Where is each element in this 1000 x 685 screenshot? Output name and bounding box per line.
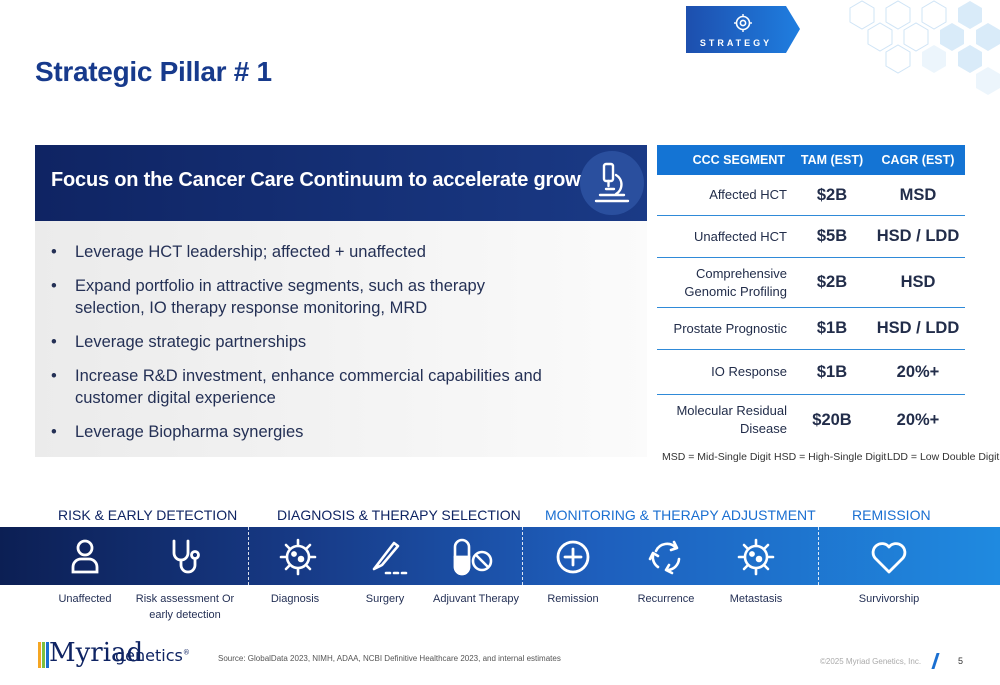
cell-icon [278, 537, 318, 577]
myriad-logo-mark [38, 642, 49, 668]
cell-cagr: 20%+ [896, 410, 940, 429]
page-number: 5 [958, 656, 964, 666]
continuum-label: Diagnosis [270, 593, 320, 605]
badge-label: STRATEGY [699, 38, 773, 48]
source-note: Source: GlobalData 2023, NIMH, ADAA, NCB… [218, 654, 561, 663]
person-icon [65, 537, 105, 577]
cell-tam: $5B [816, 227, 848, 245]
stage-risk-label: RISK & EARLY DETECTION [58, 507, 238, 523]
continuum-band [0, 527, 1000, 585]
table-row: IO Response $1B 20%+ [657, 350, 965, 395]
stage-monitoring-label: MONITORING & THERAPY ADJUSTMENT [545, 507, 816, 523]
header-segment: CCC SEGMENT [692, 153, 785, 167]
legend-msd: MSD = Mid-Single Digit [662, 451, 771, 463]
bullet-item: Expand portfolio in attractive segments,… [51, 275, 541, 319]
bullet-item: Leverage HCT leadership; affected + unaf… [51, 241, 631, 263]
stethoscope-icon [165, 537, 205, 577]
cell-icon [736, 537, 776, 577]
continuum-label: Risk assessment Or early detection [135, 593, 235, 621]
continuum-label: Recurrence [637, 593, 695, 605]
registered-mark: ® [182, 648, 190, 657]
focus-header: Focus on the Cancer Care Continuum to ac… [35, 145, 647, 221]
cell-tam: $20B [812, 410, 852, 429]
cell-tam: $2B [816, 185, 848, 204]
cell-segment: Prostate Prognostic [673, 320, 787, 336]
legend-ldd: LDD = Low Double Digit [887, 451, 1000, 463]
cell-cagr: HSD [900, 273, 936, 291]
cell-segment: Comprehensive Genomic Profiling [684, 265, 787, 299]
continuum-label: Surgery [365, 593, 405, 605]
bullet-item: Leverage strategic partnerships [51, 331, 631, 353]
strategy-badge: STRATEGY [686, 6, 800, 53]
table-row: Molecular Residual Disease $20B 20%+ [657, 395, 965, 445]
continuum-label: Metastasis [729, 593, 783, 605]
hexagon-pattern-decoration [849, 0, 1000, 95]
focus-bullets: Leverage HCT leadership; affected + unaf… [51, 241, 631, 455]
continuum-label: Survivorship [858, 593, 920, 605]
logo-subtitle-text: genetics [115, 646, 183, 665]
cell-tam: $1B [816, 362, 848, 381]
cell-cagr: MSD [899, 185, 937, 204]
microscope-icon [580, 151, 644, 215]
stage-diagnosis-label: DIAGNOSIS & THERAPY SELECTION [277, 507, 521, 523]
cell-tam: $1B [816, 319, 848, 337]
cell-segment: Affected HCT [709, 187, 787, 202]
pill-icon [453, 537, 493, 577]
continuum-label: Unaffected [58, 593, 112, 605]
header-cagr: CAGR (EST) [881, 153, 955, 167]
cell-segment: Molecular Residual Disease [676, 403, 787, 436]
segment-table: CCC SEGMENT TAM (EST) CAGR (EST) Affecte… [657, 145, 965, 445]
stage-divider [818, 527, 819, 585]
stage-remission-label: REMISSION [852, 507, 931, 523]
copyright: ©2025 Myriad Genetics, Inc. [820, 657, 922, 666]
slash-divider [931, 653, 940, 669]
cell-segment: IO Response [711, 364, 787, 379]
focus-panel: Focus on the Cancer Care Continuum to ac… [35, 145, 647, 457]
logo-wordmark: Myriad [49, 638, 144, 668]
continuum-label: Remission [547, 593, 599, 605]
bullet-item: Leverage Biopharma synergies [51, 421, 631, 443]
target-icon [734, 14, 752, 32]
table-header: CCC SEGMENT TAM (EST) CAGR (EST) [657, 145, 965, 175]
cycle-icon [646, 537, 686, 577]
page-title: Strategic Pillar # 1 [35, 56, 272, 87]
table-row: Prostate Prognostic $1B HSD / LDD [657, 308, 965, 350]
logo-subtitle: genetics® [115, 646, 190, 665]
scalpel-icon [368, 537, 408, 577]
focus-title: Focus on the Cancer Care Continuum to ac… [51, 169, 599, 191]
cell-cagr: 20%+ [896, 362, 940, 381]
cell-cagr: HSD / LDD [876, 319, 960, 337]
header-tam: TAM (EST) [800, 153, 864, 167]
cell-cagr: HSD / LDD [876, 227, 960, 245]
stage-divider [522, 527, 523, 585]
stage-divider [248, 527, 249, 585]
continuum-label: Adjuvant Therapy [432, 593, 520, 605]
cell-tam: $2B [816, 273, 848, 291]
table-row: Comprehensive Genomic Profiling $2B HSD [657, 258, 965, 308]
table-row: Affected HCT $2B MSD [657, 175, 965, 216]
plus-circle-icon [553, 537, 593, 577]
bullet-item: Increase R&D investment, enhance commerc… [51, 365, 611, 409]
table-row: Unaffected HCT $5B HSD / LDD [657, 216, 965, 258]
heart-icon [869, 537, 909, 577]
cell-segment: Unaffected HCT [694, 228, 787, 244]
legend-hsd: HSD = High-Single Digit [774, 451, 887, 463]
